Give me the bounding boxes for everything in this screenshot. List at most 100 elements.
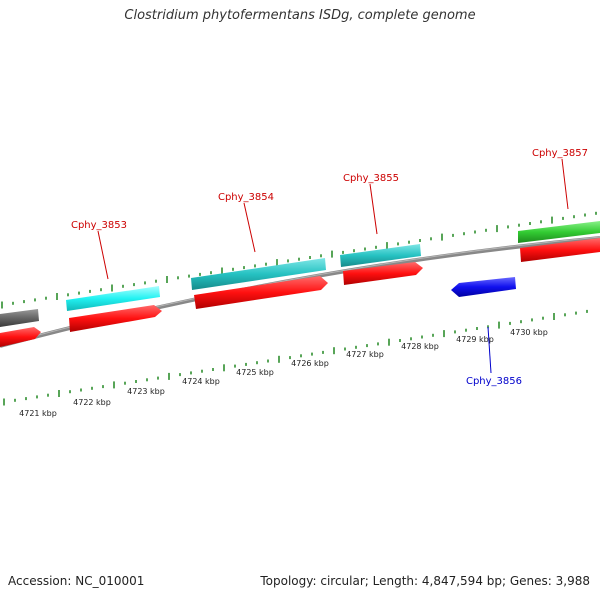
lower-tick-minor xyxy=(542,316,544,320)
upper-tick-major xyxy=(111,284,113,292)
lower-tick-minor xyxy=(47,393,49,397)
upper-tick-minor xyxy=(45,296,47,300)
upper-tick-minor xyxy=(78,291,80,295)
cog-bar-green-cphy-3857 xyxy=(518,221,600,243)
lower-tick-minor xyxy=(91,386,93,390)
lower-tick-major xyxy=(498,321,500,329)
cog-bar-cyan-cphy-3854 xyxy=(191,258,326,290)
lower-tick-minor xyxy=(410,337,412,341)
upper-tick-minor xyxy=(419,239,421,242)
lower-tick-minor xyxy=(311,352,313,356)
lower-tick-minor xyxy=(586,309,588,313)
gene-label-cphy-3854: Cphy_3854 xyxy=(218,192,274,203)
upper-tick-minor xyxy=(122,284,124,288)
upper-tick-major xyxy=(441,233,443,241)
upper-tick-minor xyxy=(595,211,597,215)
upper-tick-minor xyxy=(364,247,366,251)
upper-tick-major xyxy=(166,276,168,283)
upper-tick-minor xyxy=(430,237,432,241)
cds-arrow-cphy-3853 xyxy=(69,305,162,332)
lower-tick-minor xyxy=(69,390,71,394)
upper-tick-major xyxy=(551,216,553,224)
lower-tick-minor xyxy=(575,311,577,315)
lower-tick-major xyxy=(443,330,445,338)
leader-line-cphy-3856 xyxy=(487,326,492,374)
upper-tick-minor xyxy=(12,301,14,305)
lower-tick-minor xyxy=(245,362,247,366)
leader-line-cphy-3853 xyxy=(97,230,109,280)
upper-tick-minor xyxy=(309,256,311,259)
upper-tick-minor xyxy=(474,230,476,234)
upper-tick-minor xyxy=(518,223,520,227)
lower-tick-minor xyxy=(289,356,291,360)
lower-tick-major xyxy=(168,372,170,380)
upper-tick-minor xyxy=(573,215,575,219)
upper-tick-minor xyxy=(199,272,201,276)
upper-tick-minor xyxy=(210,271,212,275)
upper-tick-minor xyxy=(320,254,322,258)
upper-tick-minor xyxy=(243,266,245,270)
upper-tick-major xyxy=(331,250,333,258)
upper-tick-major xyxy=(221,267,223,275)
upper-tick-minor xyxy=(232,267,234,271)
lower-tick-minor xyxy=(377,342,379,346)
cds-arrow-cphy-3856 xyxy=(451,277,516,297)
map-title: Clostridium phytofermentans ISDg, comple… xyxy=(124,8,476,23)
scale-label-4722: 4722 kbp xyxy=(73,398,111,407)
lower-tick-minor xyxy=(509,321,511,325)
scale-label-4725: 4725 kbp xyxy=(236,368,274,377)
upper-tick-major xyxy=(276,259,278,267)
cog-bar-cyan-cphy-3853 xyxy=(66,286,160,311)
lower-tick-minor xyxy=(234,364,236,368)
lower-tick-minor xyxy=(25,397,27,401)
leader-line-cphy-3857 xyxy=(561,158,569,210)
lower-tick-major xyxy=(333,347,335,355)
lower-tick-ring xyxy=(3,309,588,406)
upper-tick-minor xyxy=(408,240,410,244)
upper-tick-minor xyxy=(144,281,146,285)
lower-tick-major xyxy=(278,355,280,363)
lower-tick-minor xyxy=(487,325,489,329)
lower-tick-minor xyxy=(520,320,522,324)
lower-tick-minor xyxy=(36,395,38,399)
upper-tick-minor xyxy=(562,216,564,220)
upper-tick-minor xyxy=(485,228,487,232)
lower-tick-minor xyxy=(300,354,302,358)
lower-tick-minor xyxy=(190,371,192,375)
lower-tick-minor xyxy=(355,345,357,349)
gene-label-cphy-3853: Cphy_3853 xyxy=(71,220,127,231)
lower-tick-minor xyxy=(80,388,82,392)
upper-tick-minor xyxy=(342,250,344,254)
cog-bar-gray xyxy=(0,309,39,327)
lower-tick-minor xyxy=(267,359,269,363)
scale-label-4727: 4727 kbp xyxy=(346,350,384,359)
lower-tick-minor xyxy=(212,368,214,371)
lower-tick-minor xyxy=(201,369,203,373)
upper-tick-minor xyxy=(353,249,355,253)
lower-tick-minor xyxy=(146,378,148,382)
gene-label-cphy-3857: Cphy_3857 xyxy=(532,148,588,159)
upper-tick-minor xyxy=(452,233,454,237)
scale-label-4726: 4726 kbp xyxy=(291,359,329,368)
lower-tick-minor xyxy=(465,328,467,332)
upper-tick-minor xyxy=(133,283,135,287)
accession-label: Accession: NC_010001 xyxy=(8,574,145,588)
lower-tick-minor xyxy=(157,376,159,380)
gene-label-cphy-3856: Cphy_3856 xyxy=(466,376,522,387)
upper-tick-minor xyxy=(375,245,377,249)
cds-arrow-cphy-3857 xyxy=(520,238,600,262)
upper-tick-minor xyxy=(397,242,399,246)
upper-tick-minor xyxy=(188,274,190,278)
upper-tick-minor xyxy=(23,300,25,304)
cds-arrow-cphy-3855 xyxy=(343,262,423,285)
lower-tick-minor xyxy=(421,335,423,339)
scale-label-4724: 4724 kbp xyxy=(182,377,220,386)
lower-tick-minor xyxy=(432,333,434,337)
upper-tick-minor xyxy=(584,213,586,217)
lower-tick-major xyxy=(58,390,60,397)
lower-tick-major xyxy=(3,398,5,406)
lower-tick-minor xyxy=(14,398,16,402)
lower-tick-minor xyxy=(564,313,566,317)
upper-tick-major xyxy=(496,225,498,233)
